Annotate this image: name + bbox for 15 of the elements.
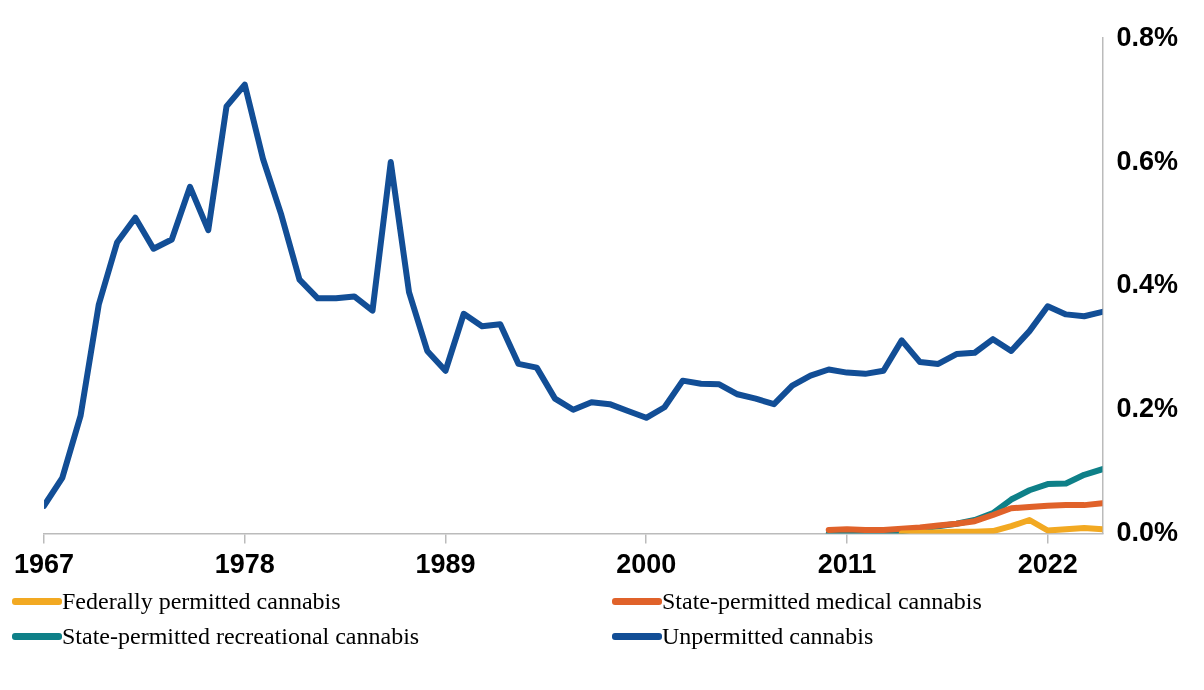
x-tick-label: 1978 (214, 549, 275, 580)
x-tick-label: 1967 (13, 549, 75, 580)
x-tick-label: 2011 (817, 549, 877, 580)
y-tick-label: 0.2% (1116, 393, 1179, 424)
x-tick-label: 2022 (1017, 549, 1078, 580)
y-tick-label: 0.0% (1116, 517, 1179, 548)
legend-label: Unpermitted cannabis (662, 623, 874, 650)
y-tick-label: 0.6% (1116, 145, 1179, 176)
y-tick-label: 0.4% (1116, 269, 1179, 300)
legend-label: State-permitted medical cannabis (662, 588, 982, 615)
legend-label: State-permitted recreational cannabis (62, 623, 420, 650)
y-tick-label: 0.8% (1116, 21, 1179, 52)
x-tick-label: 2000 (616, 549, 677, 580)
legend-label: Federally permitted cannabis (62, 588, 341, 615)
x-tick-label: 1989 (415, 549, 476, 580)
